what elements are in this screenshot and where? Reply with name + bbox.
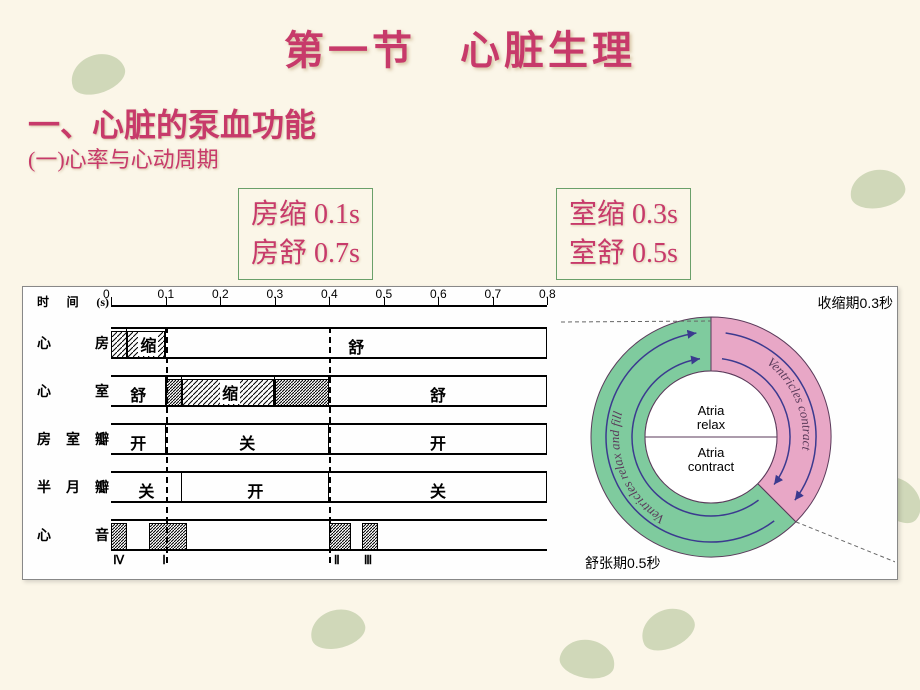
axis-line — [111, 305, 547, 307]
tick-label: 0.6 — [430, 287, 447, 301]
timeline-segment-hatch — [111, 331, 127, 359]
segment-text: 开 — [430, 430, 446, 454]
segment-text: 关 — [239, 430, 255, 454]
diastole-caption: 舒张期0.5秒 — [585, 553, 660, 573]
row-label: 心 房 — [37, 333, 109, 369]
segment-text: 开 — [130, 430, 146, 454]
tick-label: 0.2 — [212, 287, 229, 301]
inner-label-top-2: relax — [697, 417, 726, 432]
segment-text: 舒 — [348, 334, 364, 358]
tick-label: 0.5 — [376, 287, 393, 301]
heading-2: (一)心率与心动周期 — [28, 142, 219, 174]
tick-label: 0.8 — [539, 287, 556, 301]
segment-text: 开 — [247, 478, 263, 502]
cardiac-cycle-circle: Ventricles contract Ventricles relax and… — [561, 287, 895, 577]
tick-label: 0.3 — [267, 287, 284, 301]
cardiac-cycle-timeline: 00.10.20.30.40.50.60.70.8时间(s)心 房缩舒心 室舒缩… — [27, 287, 553, 577]
heart-sound-block — [362, 523, 378, 551]
box-line: 室舒 0.5s — [569, 234, 678, 273]
figure-panel: 00.10.20.30.40.50.60.70.8时间(s)心 房缩舒心 室舒缩… — [22, 286, 898, 580]
leaf-decoration — [306, 604, 369, 655]
heart-sound-label: Ⅲ — [364, 553, 372, 568]
heart-sound-block — [329, 523, 351, 551]
inner-label-bottom-2: contract — [688, 459, 735, 474]
box-line: 房缩 0.1s — [251, 195, 360, 234]
info-box-atria: 房缩 0.1s 房舒 0.7s — [238, 188, 373, 280]
heart-sound-label: Ⅳ — [113, 553, 124, 568]
segment-text: 缩 — [138, 332, 158, 356]
row-label: 心 室 — [37, 381, 109, 417]
segment-text: 关 — [138, 478, 154, 502]
pointer-line-bottom — [796, 522, 895, 562]
inner-label-top: Atria — [698, 403, 726, 418]
axis-y-label: 时间(s) — [37, 293, 109, 325]
box-line: 室缩 0.3s — [569, 195, 678, 234]
info-box-ventricles: 室缩 0.3s 室舒 0.5s — [556, 188, 691, 280]
segment-text: 舒 — [430, 382, 446, 406]
segment-divider — [546, 329, 547, 357]
leaf-decoration — [635, 600, 701, 658]
segment-divider — [546, 425, 547, 453]
segment-text: 舒 — [130, 382, 146, 406]
heart-sound-block — [149, 523, 187, 551]
heart-sound-label: Ⅱ — [334, 553, 340, 568]
row-label: 半月瓣 — [37, 477, 109, 513]
page-title: 第一节 心脏生理 — [0, 18, 920, 76]
inner-label-bottom: Atria — [698, 445, 726, 460]
row-label: 心 音 — [37, 525, 109, 561]
heading-1: 一、心脏的泵血功能 — [28, 100, 316, 146]
segment-divider — [181, 473, 182, 501]
leaf-decoration — [557, 636, 618, 683]
segment-text: 缩 — [220, 380, 240, 404]
tick-label: 0.7 — [485, 287, 502, 301]
segment-text: 关 — [430, 478, 446, 502]
tick-label: 0.1 — [158, 287, 175, 301]
phase-divider — [329, 327, 331, 563]
leaf-decoration — [847, 166, 908, 213]
heart-sound-block — [111, 523, 127, 551]
box-line: 房舒 0.7s — [251, 234, 360, 273]
cycle-circle-svg: Ventricles contract Ventricles relax and… — [561, 287, 895, 577]
timeline-segment-hatch — [275, 379, 330, 407]
segment-divider — [546, 377, 547, 405]
phase-divider — [166, 327, 168, 563]
timeline-segment-hatch — [166, 379, 182, 407]
segment-divider — [546, 473, 547, 501]
tick-mark — [111, 297, 112, 305]
systole-caption: 收缩期0.3秒 — [818, 293, 893, 313]
tick-label: 0.4 — [321, 287, 338, 301]
row-label: 房室瓣 — [37, 429, 109, 465]
